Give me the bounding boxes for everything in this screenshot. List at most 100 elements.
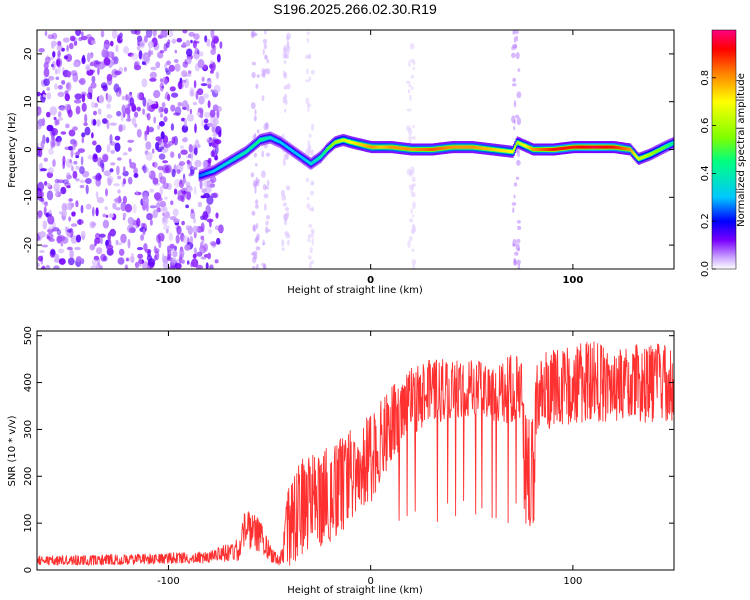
noise-blob — [200, 241, 204, 249]
noise-blob — [46, 190, 54, 201]
streak-blob — [411, 259, 417, 266]
ridge-core — [464, 145, 467, 149]
noise-blob — [127, 238, 131, 249]
ridge-core — [504, 149, 507, 153]
streak-blob — [512, 77, 517, 83]
noise-blob — [213, 84, 221, 94]
noise-blob — [134, 261, 140, 268]
noise-blob — [47, 215, 55, 225]
noise-blob — [91, 132, 94, 139]
noise-blob — [106, 244, 114, 251]
noise-blob — [193, 217, 196, 224]
noise-blob — [51, 63, 54, 68]
ridge-core — [414, 148, 417, 151]
ridge-core — [662, 146, 665, 150]
streak-blob — [306, 31, 311, 35]
noise-blob — [162, 182, 169, 190]
ridge-core — [350, 140, 353, 144]
ridge-core — [288, 147, 291, 151]
ridge-core — [352, 141, 355, 145]
noise-blob — [55, 76, 60, 81]
noise-blob — [158, 121, 165, 127]
ridge-core — [339, 139, 342, 143]
ridge-core — [659, 147, 662, 151]
ridge-core — [286, 145, 288, 149]
ridge-core — [214, 168, 217, 172]
ridge-core — [445, 146, 447, 150]
noise-blob — [81, 132, 86, 138]
noise-blob — [58, 258, 66, 265]
noise-blob — [169, 265, 176, 269]
noise-blob — [71, 211, 76, 217]
noise-blob — [121, 95, 126, 101]
noise-blob — [173, 59, 179, 63]
streak-blob — [266, 59, 270, 64]
streak-blob — [284, 93, 288, 100]
streak-blob — [251, 72, 256, 79]
ridge-core — [325, 149, 327, 153]
noise-blob — [80, 230, 86, 240]
ridge-core — [456, 145, 458, 149]
noise-blob — [146, 125, 150, 135]
ridge-core — [618, 146, 621, 150]
noise-blob — [98, 94, 105, 104]
noise-blob — [164, 78, 168, 85]
ridge-core — [397, 146, 400, 150]
ridge-core — [255, 141, 258, 145]
streak-blob — [255, 176, 258, 185]
streak-blob — [406, 108, 412, 112]
streak-blob — [407, 128, 413, 136]
streak-blob — [310, 149, 315, 157]
noise-blob — [94, 174, 98, 181]
ridge-core — [209, 170, 212, 174]
ridge-core — [475, 146, 478, 149]
noise-blob — [116, 157, 122, 161]
noise-blob — [163, 116, 168, 123]
noise-blob — [103, 57, 111, 66]
noise-blob — [179, 145, 185, 149]
snr-marks — [37, 341, 674, 566]
noise-blob — [132, 203, 137, 214]
noise-blob — [73, 40, 78, 46]
noise-blob — [37, 124, 42, 130]
noise-blob — [172, 250, 178, 258]
noise-blob — [68, 129, 76, 137]
noise-blob — [72, 170, 78, 179]
ridge-core — [314, 159, 316, 163]
noise-blob — [196, 112, 201, 116]
ridge-core — [358, 142, 361, 146]
noise-blob — [218, 224, 224, 234]
noise-blob — [149, 219, 153, 226]
ridge-core — [460, 145, 463, 149]
noise-blob — [156, 234, 161, 244]
noise-blob — [128, 256, 136, 262]
noise-blob — [192, 253, 197, 259]
noise-blob — [131, 117, 137, 126]
colorbar-tick-label: 0.6 — [700, 118, 711, 134]
streak-blob — [262, 242, 266, 246]
ridge-core — [237, 154, 240, 158]
noise-blob — [37, 262, 40, 268]
noise-blob — [201, 188, 207, 194]
noise-blob — [168, 64, 175, 72]
noise-blob — [182, 178, 186, 185]
noise-blob — [216, 53, 221, 63]
noise-blob — [157, 165, 164, 171]
noise-blob — [80, 35, 88, 41]
ridge-core — [243, 151, 246, 155]
streak-blob — [305, 97, 310, 105]
noise-blob — [65, 82, 70, 90]
noise-blob — [64, 226, 68, 233]
ridge-core — [471, 145, 474, 149]
streak-blob — [266, 215, 270, 220]
noise-blob — [169, 243, 175, 249]
ridge-core — [628, 147, 631, 151]
ridge-core — [384, 145, 387, 149]
noise-blob — [96, 247, 103, 255]
noise-blob — [54, 253, 60, 263]
streak-blob — [261, 150, 265, 158]
noise-blob — [215, 212, 219, 219]
noise-blob — [122, 195, 127, 204]
ridge-core — [488, 147, 491, 151]
streak-blob — [285, 233, 291, 239]
